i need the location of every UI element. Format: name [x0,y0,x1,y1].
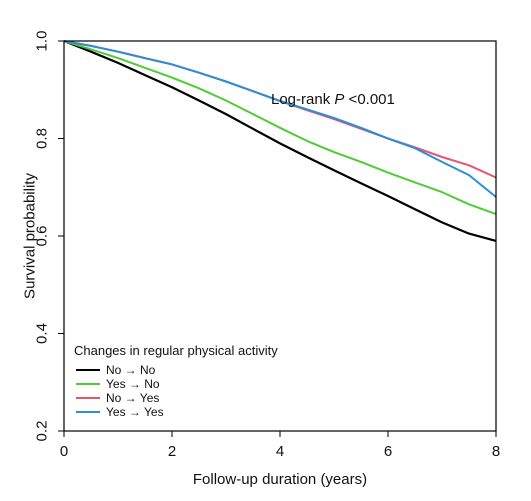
x-tick-label: 4 [276,443,284,460]
annotation-suffix: <0.001 [344,91,394,108]
series-line-4 [63,40,497,198]
axes: 0 2 4 6 8 0.2 0.4 0.6 0.8 1.0 [34,31,501,460]
y-tick-label: 0.4 [34,323,51,344]
plot-area [63,39,497,242]
y-axis-title: Survival probability [22,173,39,299]
legend-title: Changes in regular physical activity [74,343,278,358]
series-line-1 [63,39,497,242]
x-axis-title: Follow-up duration (years) [193,471,367,488]
log-rank-annotation: Log-rank P <0.001 [271,91,395,108]
legend-label: Yes → No [106,377,160,391]
y-tick-label: 0.6 [34,226,51,247]
legend: Changes in regular physical activity No … [74,343,278,419]
annotation-p: P [334,91,344,108]
legend-label: No → No [106,363,156,377]
x-tick-label: 6 [384,443,392,460]
legend-label: No → Yes [106,391,159,405]
y-tick-label: 1.0 [34,31,51,52]
y-tick-label: 0.2 [34,421,51,442]
x-tick-label: 2 [168,443,176,460]
y-tick-label: 0.8 [34,128,51,149]
x-tick-label: 8 [492,443,500,460]
annotation-prefix: Log-rank [271,91,334,108]
legend-label: Yes → Yes [106,405,164,419]
series-line-2 [63,40,497,216]
x-tick-label: 0 [60,443,68,460]
